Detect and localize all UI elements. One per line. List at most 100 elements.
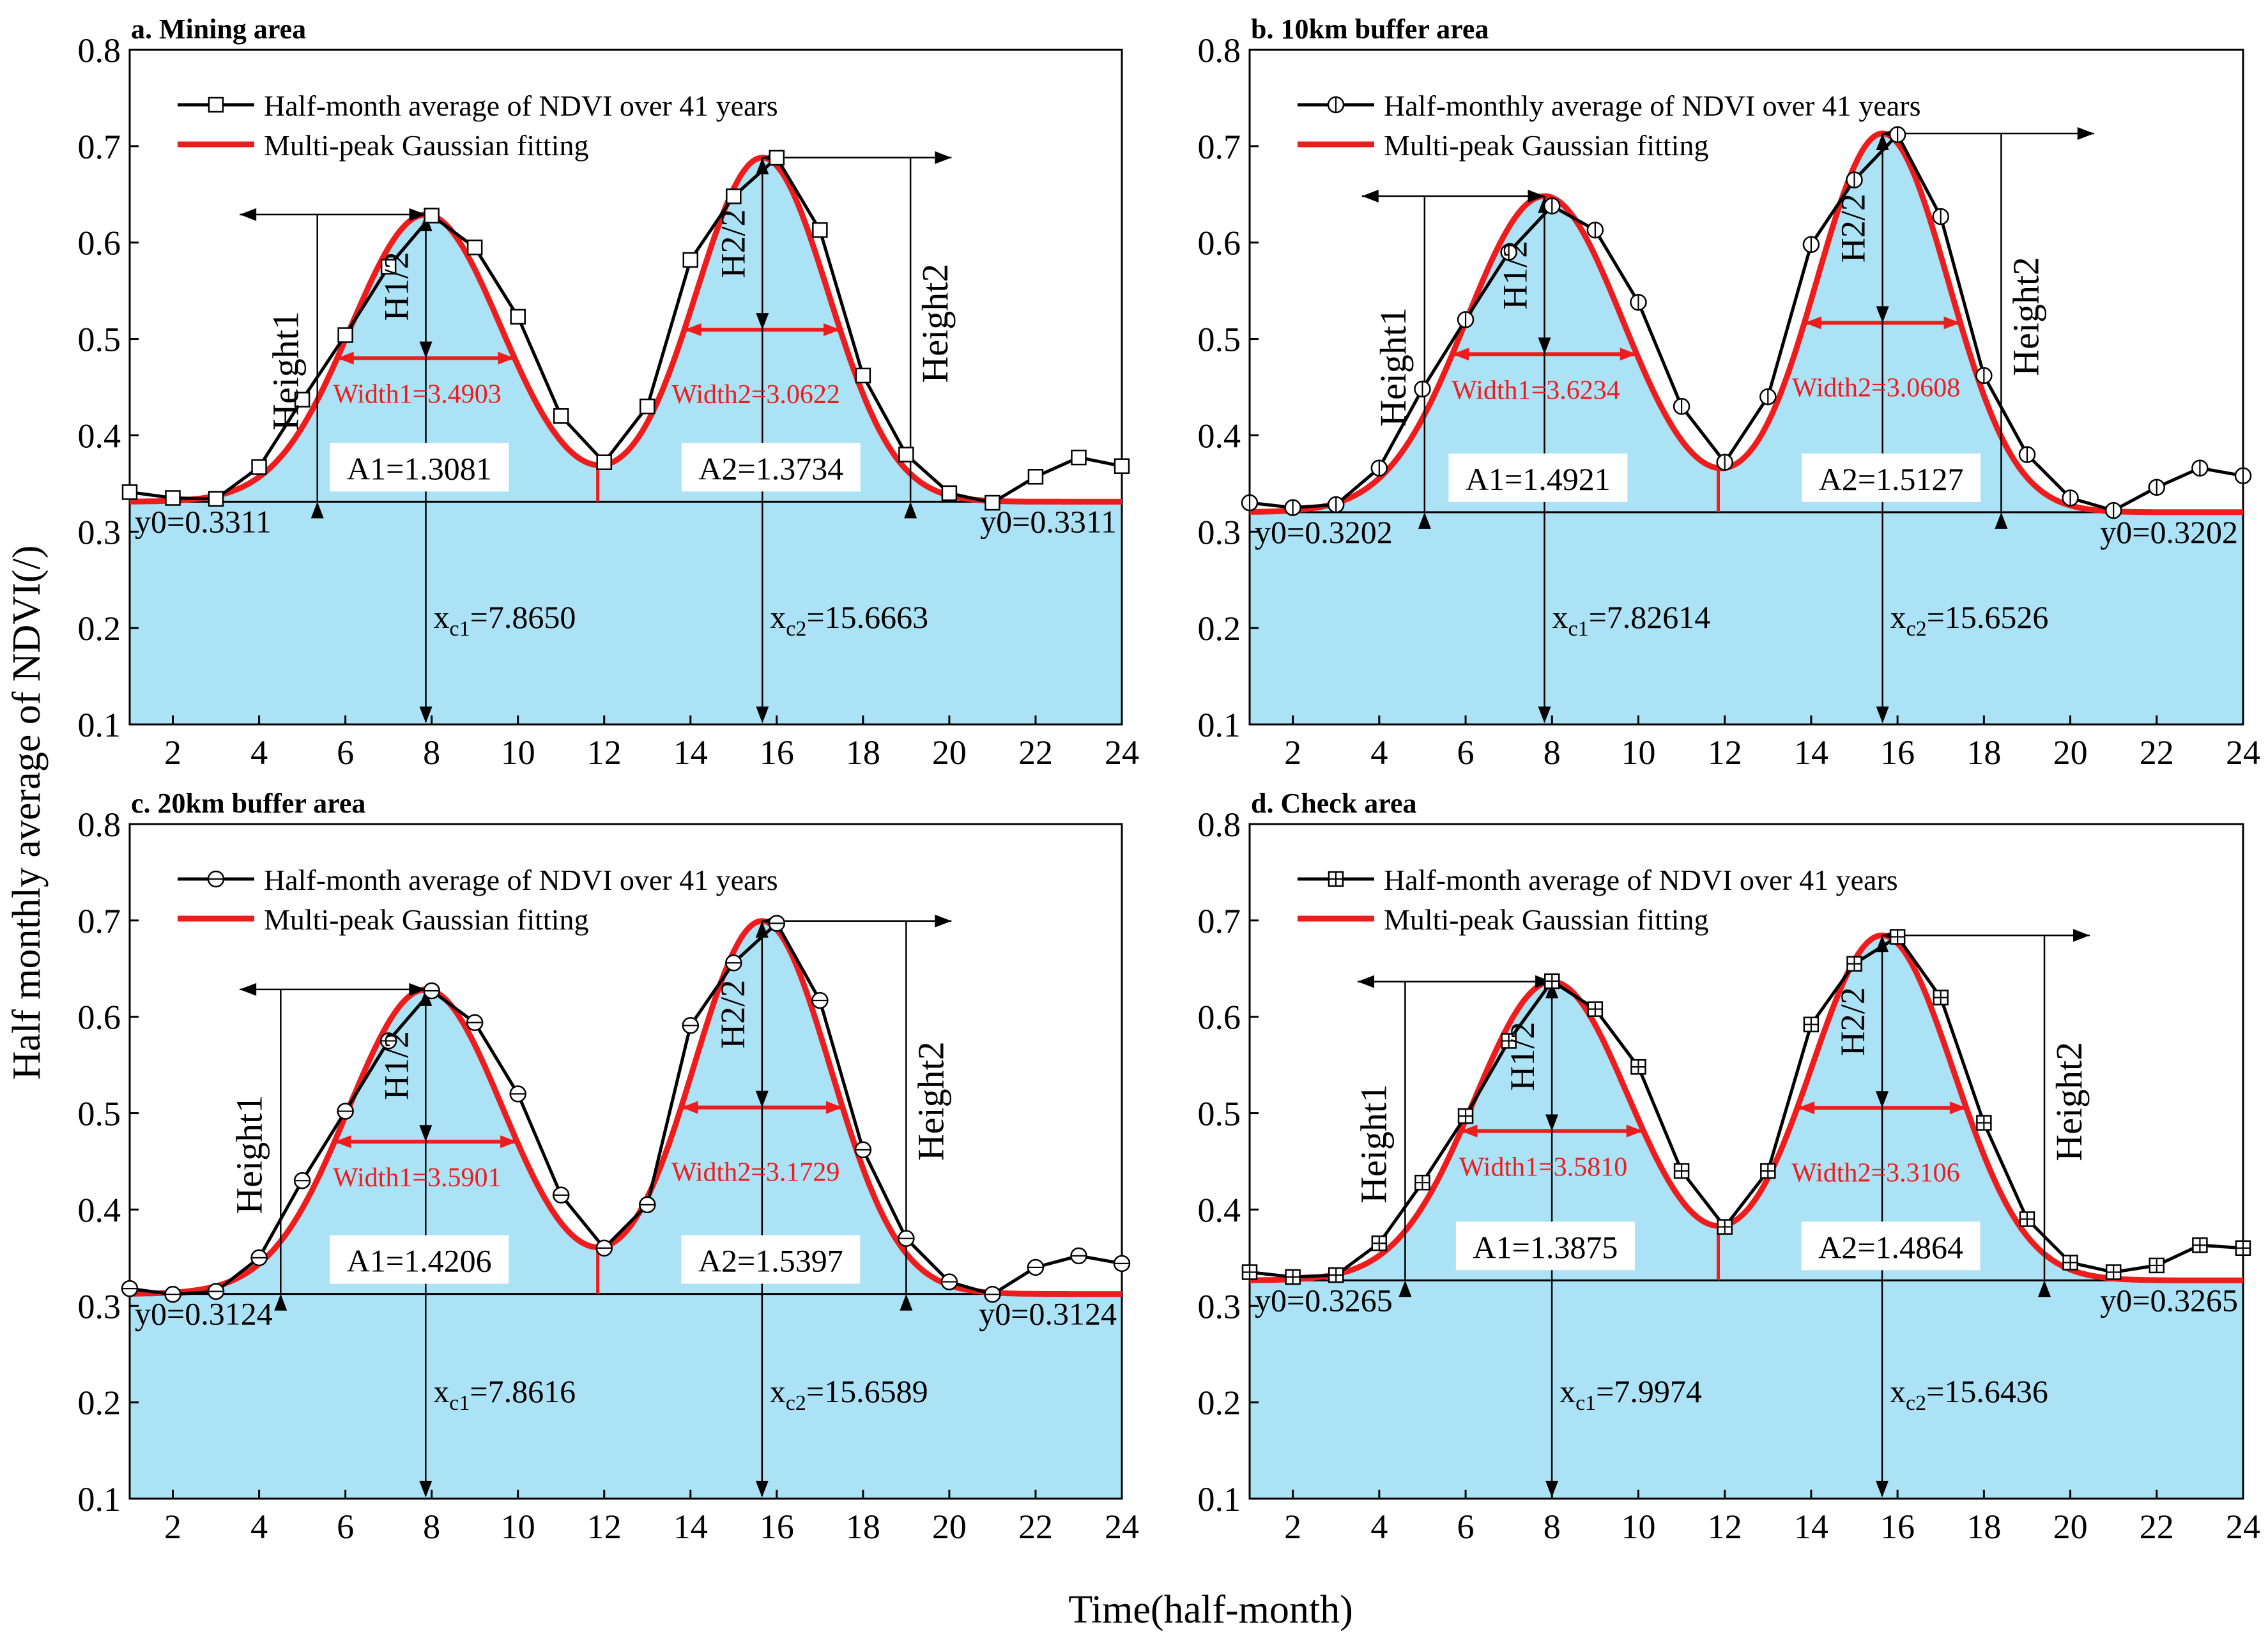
legend-data-label: Half-month average of NDVI over 41 years	[264, 864, 778, 896]
data-point	[510, 309, 526, 325]
y0-label-right: y0=0.3265	[2100, 1282, 2238, 1318]
x-tick-label: 2	[164, 733, 181, 772]
arrow-head	[756, 707, 769, 723]
data-point	[898, 447, 914, 463]
x-tick-label: 8	[1544, 1508, 1561, 1546]
gaussian-fit-line	[1248, 932, 2244, 1283]
x-tick-label: 4	[1370, 733, 1388, 772]
x-tick-label: 18	[846, 733, 880, 772]
width2-label: Width2=3.3106	[1791, 1158, 1959, 1188]
arrow-head	[419, 1125, 433, 1142]
x-tick-label: 12	[587, 733, 622, 772]
x-tick-label: 14	[673, 1508, 708, 1546]
baseline-fill-area	[1250, 512, 2243, 724]
y-tick-label: 0.8	[1198, 31, 1241, 70]
legend-data-label: Half-month average of NDVI over 41 years	[1384, 864, 1898, 896]
x-tick-label: 24	[1105, 1508, 1139, 1546]
x-tick-label: 12	[1708, 733, 1742, 772]
arrow-head	[2077, 126, 2094, 140]
y-tick-label: 0.5	[1198, 1095, 1241, 1133]
x-tick-label: 24	[2226, 1508, 2260, 1546]
data-point	[121, 484, 138, 500]
data-point	[941, 485, 958, 501]
data-point	[251, 459, 267, 475]
x-tick-label: 24	[2226, 733, 2260, 772]
x-tick-label: 14	[1794, 1508, 1828, 1546]
chart-panel: 2 4 6 8 10 12 14 16 18 20 22 240.10.20.30.40.50.60.…	[78, 13, 1140, 772]
width1-label: Width1=3.5810	[1459, 1152, 1627, 1182]
y-tick-label: 0.4	[78, 417, 121, 455]
y-tick-label: 0.6	[78, 224, 121, 263]
x-tick-label: 20	[2053, 733, 2088, 772]
xc1-label: xc1=7.82614	[1552, 599, 1711, 641]
panel-title: a. Mining area	[131, 13, 306, 45]
chart-panel: 2 4 6 8 10 12 14 16 18 20 22 240.10.20.30.40.50.60.…	[1198, 13, 2261, 772]
half-height1-label: H1/2	[1503, 1022, 1542, 1091]
arrow-head	[1361, 190, 1379, 203]
y-tick-label: 0.5	[1198, 321, 1241, 359]
y-tick-label: 0.7	[1198, 902, 1241, 940]
arrow-head	[900, 1294, 913, 1311]
y0-label-left: y0=0.3265	[1255, 1282, 1393, 1318]
area2-label: A2=1.5397	[698, 1243, 843, 1279]
legend-data-label: Half-month average of NDVI over 41 years	[264, 89, 778, 122]
area1-label-box	[1455, 1221, 1635, 1271]
y-tick-label: 0.3	[78, 1287, 121, 1326]
peak-area-fill	[130, 921, 1122, 1294]
y-tick-label: 0.1	[1198, 1480, 1241, 1518]
arrow-head	[1995, 512, 2008, 529]
x-tick-label: 4	[1370, 1508, 1388, 1546]
data-point	[985, 494, 1000, 511]
data-point	[640, 398, 655, 415]
peak-area-fill	[1250, 133, 2243, 512]
x-tick-label: 6	[337, 1508, 354, 1546]
arrow-head	[1876, 1091, 1889, 1108]
gaussian-fit-line	[1248, 130, 2244, 516]
width-arrow-head	[1949, 1101, 1966, 1115]
area2-label: A2=1.3734	[698, 450, 843, 486]
xc2-label: xc2=15.6663	[770, 599, 928, 641]
arrow-head	[935, 151, 952, 164]
y0-label-right: y0=0.3124	[979, 1296, 1117, 1332]
x-tick-label: 6	[1457, 1508, 1475, 1546]
area1-label: A1=1.4206	[347, 1243, 492, 1279]
area1-label-box	[330, 1235, 509, 1284]
width-arrow-head	[1626, 1124, 1643, 1138]
x-tick-label: 8	[423, 733, 440, 772]
arrow-head	[419, 1481, 433, 1497]
data-point	[208, 96, 224, 113]
x-tick-label: 22	[2140, 733, 2174, 772]
data-point	[812, 222, 828, 238]
arrow-head	[409, 982, 426, 996]
arrow-head	[419, 707, 433, 723]
legend-fit-label: Multi-peak Gaussian fitting	[1384, 903, 1708, 936]
y-tick-label: 0.4	[78, 1191, 121, 1229]
x-tick-label: 6	[1457, 733, 1475, 772]
data-point	[596, 454, 612, 470]
data-point	[1071, 449, 1087, 466]
figure-y-axis-label: Half monthly average of NDVI(/)	[5, 546, 49, 1080]
arrow-head	[1876, 306, 1889, 323]
half-height1-label: H1/2	[1496, 241, 1535, 310]
x-tick-label: 8	[423, 1508, 440, 1546]
y-tick-label: 0.6	[1198, 224, 1241, 263]
xc1-label: xc1=7.8616	[433, 1373, 576, 1415]
y0-label-left: y0=0.3124	[135, 1296, 273, 1332]
xc2-label: xc2=15.6526	[1890, 599, 2049, 641]
data-point	[208, 491, 224, 507]
x-tick-label: 16	[760, 733, 794, 772]
y-tick-label: 0.7	[1198, 128, 1241, 166]
arrow-head	[1528, 190, 1545, 203]
arrow-head	[935, 914, 952, 928]
area1-label: A1=1.4921	[1466, 461, 1611, 497]
x-tick-label: 20	[2053, 1508, 2088, 1546]
x-tick-label: 16	[1880, 1508, 1915, 1546]
y-tick-label: 0.8	[1198, 806, 1241, 844]
width-arrow-head	[1460, 1124, 1478, 1138]
x-tick-label: 18	[1966, 1508, 2001, 1546]
y0-label-right: y0=0.3311	[980, 503, 1117, 539]
x-tick-label: 2	[1284, 1508, 1301, 1546]
width-arrow-head	[334, 1135, 351, 1149]
height2-label: Height2	[2048, 1042, 2090, 1161]
